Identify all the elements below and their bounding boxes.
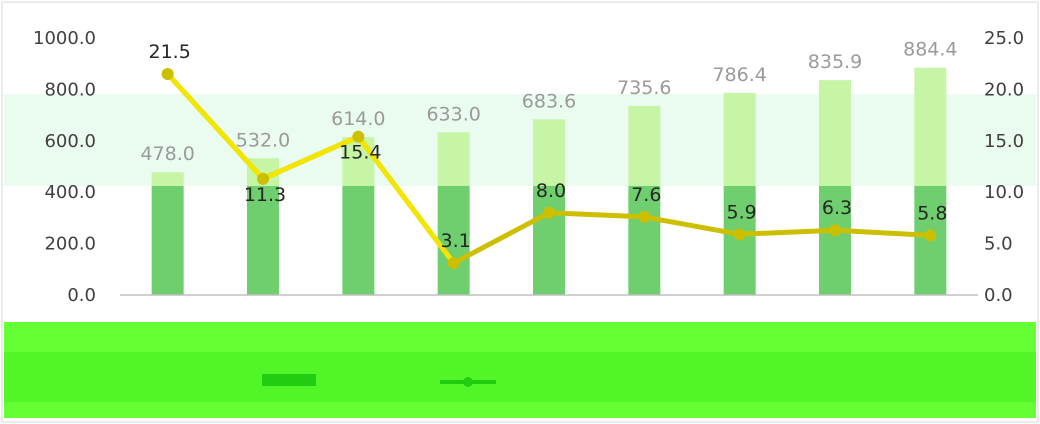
right-tick-2: 10.0 [984,182,1024,203]
bar-upper-2 [342,137,375,186]
bar-upper-4 [533,119,565,186]
left-tick-3: 600.0 [44,131,96,152]
bar-lower-7 [819,186,851,295]
bar-upper-6 [723,92,756,186]
left-tick-1: 200.0 [44,234,96,255]
left-tick-2: 400.0 [44,182,96,203]
line-label-3: 3.1 [441,230,471,252]
line-point-8 [924,229,937,242]
line-label-0: 21.5 [149,41,191,63]
bar-lower-4 [533,186,565,295]
legend-bar-swatch [262,374,316,386]
bar-upper-5 [628,105,661,186]
bar-upper-3 [437,132,470,186]
left-tick-4: 800.0 [44,79,96,100]
line-label-6: 5.9 [727,201,757,223]
bar-label-3: 633.0 [426,103,480,125]
line-point-2 [352,130,365,143]
bar-label-7: 835.9 [808,51,862,73]
line-point-0 [161,67,174,80]
background-band [4,94,1036,186]
line-series [161,67,937,270]
bar-lower-6 [723,186,756,295]
line-data-labels: 21.5 11.3 15.4 3.1 8.0 7.6 5.9 6.3 5.8 [149,41,948,252]
line-label-4: 8.0 [536,180,566,202]
left-axis-ticks: 0.0 200.0 400.0 600.0 800.0 1000.0 [33,28,96,306]
line-point-3 [447,257,460,270]
right-tick-3: 15.0 [984,131,1024,152]
line-point-4 [543,206,555,219]
right-tick-4: 20.0 [984,79,1024,100]
bar-upper-7 [819,80,851,186]
line-label-5: 7.6 [631,184,661,206]
right-tick-0: 0.0 [984,285,1013,306]
line-label-8: 5.8 [917,202,947,224]
legend [262,374,496,387]
line-point-7 [829,224,841,237]
line-point-6 [733,228,746,241]
bar-lower-5 [628,186,661,295]
bar-series [151,67,947,295]
right-tick-5: 25.0 [984,28,1024,49]
line-label-2: 15.4 [339,142,381,164]
left-tick-0: 0.0 [67,285,96,306]
bar-label-5: 735.6 [617,77,671,99]
bar-lower-3 [437,186,470,295]
line-path-highlight [165,72,456,265]
bar-data-labels: 478.0 532.0 614.0 633.0 683.6 735.6 786.4 835.9… [140,39,957,165]
line-label-7: 6.3 [822,197,852,219]
left-tick-5: 1000.0 [33,28,96,49]
right-axis-ticks: 0.0 5.0 10.0 15.0 20.0 25.0 [984,28,1024,306]
line-point-1 [257,172,269,185]
bar-label-8: 884.4 [903,39,957,61]
bar-label-1: 532.0 [236,129,290,151]
bar-label-6: 786.4 [712,64,766,86]
line-label-1: 11.3 [244,184,286,206]
bar-label-0: 478.0 [140,143,194,165]
bar-lower-0 [151,186,184,295]
bar-label-4: 683.6 [522,90,576,112]
legend-line-marker [463,377,473,387]
bar-upper-0 [151,172,184,186]
footer-band-dark [4,352,1036,402]
line-point-5 [638,210,651,223]
bar-lower-2 [342,186,375,295]
bar-upper-8 [914,67,947,186]
bar-lower-1 [247,186,279,295]
right-tick-1: 5.0 [984,234,1013,255]
bar-label-2: 614.0 [331,108,385,130]
